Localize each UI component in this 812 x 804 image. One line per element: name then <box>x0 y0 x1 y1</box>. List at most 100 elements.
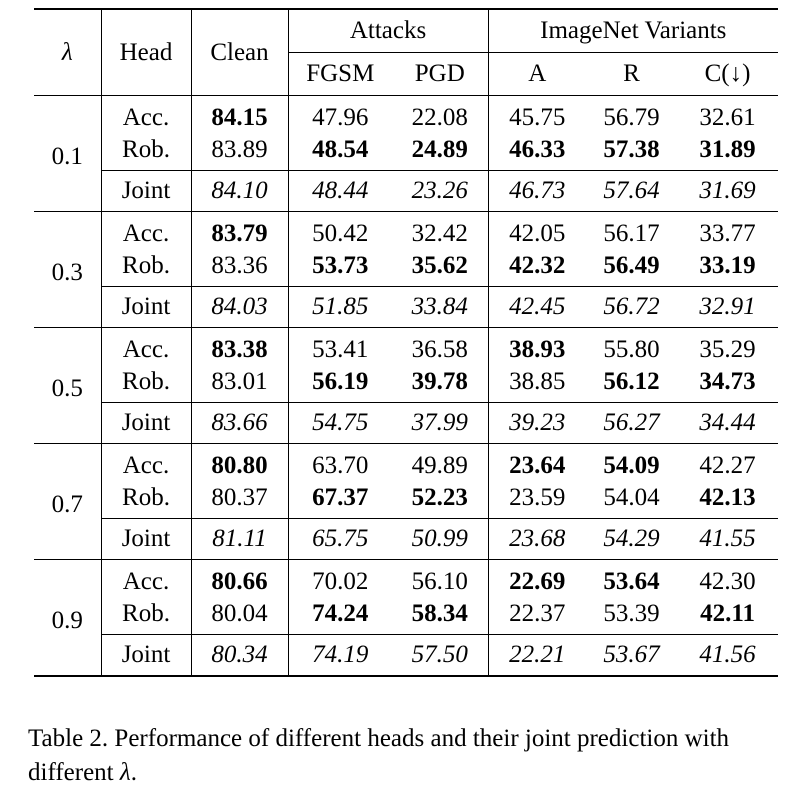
cell-clean: 83.66 <box>191 402 289 444</box>
cell-r: 57.38 <box>603 136 660 163</box>
results-table-body: 0.1 Acc. 84.15 47.96 22.08 45.75 56.79 32.61 Rob… <box>34 95 779 677</box>
cell-fgsm: 74.19 <box>288 634 392 677</box>
cell-a: 45.75 <box>488 95 586 134</box>
header-lambda: λ <box>34 8 102 96</box>
cell-a: 22.21 <box>488 634 586 677</box>
table-row: Rob. 83.89 48.54 24.89 46.33 57.38 31.89 <box>34 134 778 171</box>
cell-clean: 83.36 <box>191 250 289 287</box>
cell-fgsm: 65.75 <box>288 518 392 560</box>
cell-clean: 80.37 <box>191 482 289 519</box>
cell-a: 38.85 <box>509 368 566 395</box>
cell-clean: 84.15 <box>191 95 289 134</box>
cell-fgsm: 56.19 <box>312 368 369 395</box>
cell-a: 23.68 <box>488 518 586 560</box>
head-name: Rob. <box>101 598 192 635</box>
cell-clean: 83.89 <box>191 134 289 171</box>
cell-c: 41.55 <box>677 518 779 560</box>
cell-c: 35.29 <box>677 327 779 366</box>
cell-pgd: 39.78 <box>392 366 489 403</box>
caption-text: Performance of different heads and their… <box>28 725 730 786</box>
lambda-value: 0.3 <box>34 211 102 328</box>
cell-c: 32.61 <box>677 95 779 134</box>
cell-r: 56.49 <box>603 252 660 279</box>
cell-clean: 83.38 <box>191 327 289 366</box>
cell-clean: 80.34 <box>191 634 289 677</box>
lambda-value: 0.1 <box>34 95 102 212</box>
header-head: Head <box>101 8 192 96</box>
results-table: λ Head Clean Attacks ImageNet Variants F… <box>34 8 779 677</box>
cell-pgd: 33.84 <box>392 286 489 328</box>
cell-clean: 84.10 <box>191 170 289 212</box>
cell-a: 38.93 <box>488 327 586 366</box>
caption-lambda-symbol: λ <box>119 759 131 786</box>
cell-pgd: 57.50 <box>392 634 489 677</box>
cell-pgd: 36.58 <box>392 327 489 366</box>
cell-fgsm: 48.54 <box>312 136 369 163</box>
cell-pgd: 56.10 <box>392 559 489 598</box>
cell-r: 53.67 <box>586 634 677 677</box>
table-row: 0.3 Acc. 83.79 50.42 32.42 42.05 56.17 33.77 <box>34 211 779 328</box>
table-row: Rob. 80.04 74.24 58.34 22.37 53.39 42.11 <box>34 598 778 635</box>
head-name: Acc. <box>101 95 192 134</box>
table-row: 0.7 Acc. 80.80 63.70 49.89 23.64 54.09 42.27 <box>34 443 779 560</box>
table-row: Joint 84.10 48.44 23.26 46.73 57.64 31.69 <box>34 170 779 212</box>
head-name: Acc. <box>101 327 192 366</box>
table-caption: Table 2. Performance of different heads … <box>28 722 798 790</box>
cell-fgsm: 74.24 <box>312 600 369 627</box>
cell-c: 31.69 <box>677 170 779 212</box>
cell-r: 56.12 <box>603 368 660 395</box>
header-variants-group: ImageNet Variants <box>488 8 779 53</box>
cell-a: 42.45 <box>488 286 586 328</box>
cell-c: 31.89 <box>699 136 756 163</box>
cell-pgd: 32.42 <box>392 211 489 250</box>
header-r: R <box>623 60 640 87</box>
header-c: C(↓) <box>704 60 751 87</box>
cell-c: 32.91 <box>677 286 779 328</box>
lambda-value: 0.7 <box>34 443 102 560</box>
header-pgd: PGD <box>392 52 489 96</box>
cell-r: 54.09 <box>586 443 677 482</box>
cell-clean: 83.79 <box>191 211 289 250</box>
lambda-value: 0.5 <box>34 327 102 444</box>
cell-pgd: 52.23 <box>392 482 489 519</box>
table-row: Joint 81.11 65.75 50.99 23.68 54.29 41.55 <box>34 518 779 560</box>
header-attacks-group: Attacks <box>288 8 489 53</box>
cell-c: 34.73 <box>699 368 756 395</box>
cell-c: 34.44 <box>677 402 779 444</box>
cell-c: 33.77 <box>677 211 779 250</box>
cell-fgsm: 53.73 <box>312 252 369 279</box>
cell-c: 41.56 <box>677 634 779 677</box>
cell-r: 54.04 <box>603 484 660 511</box>
cell-clean: 83.01 <box>191 366 289 403</box>
cell-r: 56.17 <box>586 211 677 250</box>
head-name: Joint <box>101 634 192 677</box>
header-clean: Clean <box>191 8 289 96</box>
caption-label: Table 2. <box>28 725 109 752</box>
head-name: Acc. <box>101 211 192 250</box>
cell-c: 42.13 <box>699 484 756 511</box>
cell-a: 23.59 <box>509 484 566 511</box>
header-a: A <box>528 60 547 87</box>
cell-r: 53.39 <box>603 600 660 627</box>
cell-r: 53.64 <box>586 559 677 598</box>
cell-r: 54.29 <box>586 518 677 560</box>
cell-pgd: 35.62 <box>392 250 489 287</box>
cell-c: 42.11 <box>700 600 755 627</box>
head-name: Acc. <box>101 559 192 598</box>
cell-r: 56.79 <box>586 95 677 134</box>
cell-r: 55.80 <box>586 327 677 366</box>
head-name: Rob. <box>101 250 192 287</box>
head-name: Acc. <box>101 443 192 482</box>
table-row: Joint 80.34 74.19 57.50 22.21 53.67 41.56 <box>34 634 779 677</box>
cell-pgd: 49.89 <box>392 443 489 482</box>
table-row: Joint 84.03 51.85 33.84 42.45 56.72 32.91 <box>34 286 779 328</box>
cell-a: 46.73 <box>488 170 586 212</box>
head-name: Joint <box>101 518 192 560</box>
header-fgsm: FGSM <box>306 60 375 87</box>
cell-a: 42.32 <box>509 252 566 279</box>
cell-a: 22.69 <box>488 559 586 598</box>
cell-c: 42.27 <box>677 443 779 482</box>
cell-c: 33.19 <box>699 252 756 279</box>
cell-fgsm: 50.42 <box>288 211 392 250</box>
head-name: Joint <box>101 402 192 444</box>
